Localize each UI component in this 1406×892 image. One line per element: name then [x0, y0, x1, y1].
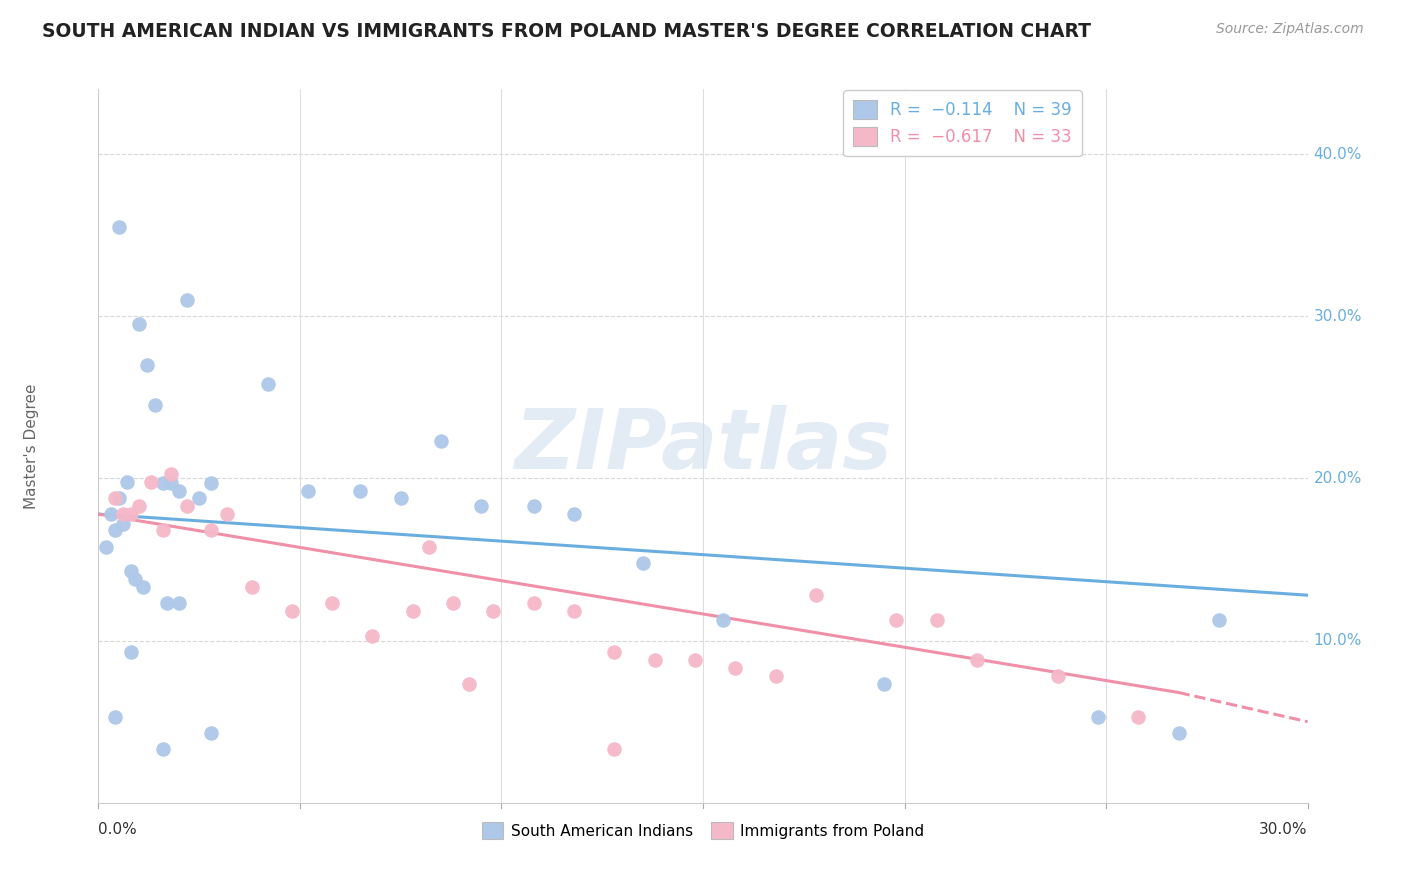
Point: [115, 475, 138, 489]
Point: [482, 604, 505, 618]
Point: [562, 604, 585, 618]
Text: 10.0%: 10.0%: [1313, 633, 1362, 648]
Text: 30.0%: 30.0%: [1260, 822, 1308, 838]
Point: [804, 588, 827, 602]
Text: 30.0%: 30.0%: [1313, 309, 1362, 324]
Point: [176, 293, 198, 307]
Point: [188, 491, 211, 505]
Point: [711, 613, 734, 627]
Point: [132, 580, 155, 594]
Point: [281, 604, 304, 618]
Point: [562, 507, 585, 521]
Point: [603, 645, 626, 659]
Point: [152, 476, 174, 491]
Point: [152, 524, 174, 538]
Point: [100, 507, 122, 521]
Point: [321, 596, 343, 610]
Point: [156, 596, 179, 610]
Point: [925, 613, 948, 627]
Point: [107, 491, 129, 505]
Point: [458, 677, 481, 691]
Point: [631, 556, 654, 570]
Text: 0.0%: 0.0%: [98, 822, 138, 838]
Point: [200, 524, 222, 538]
Point: [160, 467, 183, 481]
Point: [107, 220, 129, 235]
Point: [297, 484, 319, 499]
Point: [402, 604, 425, 618]
Point: [200, 726, 222, 740]
Point: [103, 710, 125, 724]
Point: [111, 516, 134, 531]
Point: [217, 507, 239, 521]
Text: SOUTH AMERICAN INDIAN VS IMMIGRANTS FROM POLAND MASTER'S DEGREE CORRELATION CHAR: SOUTH AMERICAN INDIAN VS IMMIGRANTS FROM…: [42, 22, 1091, 41]
Point: [124, 572, 146, 586]
Point: [765, 669, 787, 683]
Point: [724, 661, 747, 675]
Point: [441, 596, 464, 610]
Point: [418, 540, 440, 554]
Text: 20.0%: 20.0%: [1313, 471, 1362, 486]
Point: [135, 358, 157, 372]
Point: [873, 677, 896, 691]
Point: [167, 484, 190, 499]
Point: [143, 399, 166, 413]
Point: [200, 476, 222, 491]
Point: [966, 653, 988, 667]
Point: [139, 475, 162, 489]
Point: [128, 499, 150, 513]
Point: [256, 377, 278, 392]
Point: [683, 653, 706, 667]
Text: 40.0%: 40.0%: [1313, 146, 1362, 161]
Point: [1167, 726, 1189, 740]
Point: [523, 596, 546, 610]
Point: [152, 742, 174, 756]
Point: [470, 499, 492, 513]
Point: [886, 613, 908, 627]
Point: [167, 596, 190, 610]
Point: [1128, 710, 1150, 724]
Point: [176, 499, 198, 513]
Text: ZIPatlas: ZIPatlas: [515, 406, 891, 486]
Point: [1046, 669, 1069, 683]
Point: [120, 507, 142, 521]
Legend: South American Indians, Immigrants from Poland: South American Indians, Immigrants from …: [475, 816, 931, 845]
Point: [96, 540, 118, 554]
Point: [361, 629, 384, 643]
Point: [120, 645, 142, 659]
Point: [1208, 613, 1230, 627]
Point: [349, 484, 371, 499]
Point: [389, 491, 412, 505]
Point: [603, 742, 626, 756]
Point: [120, 564, 142, 578]
Point: [103, 491, 125, 505]
Text: Source: ZipAtlas.com: Source: ZipAtlas.com: [1216, 22, 1364, 37]
Point: [1087, 710, 1109, 724]
Point: [111, 507, 134, 521]
Point: [103, 524, 125, 538]
Point: [430, 434, 453, 449]
Point: [644, 653, 666, 667]
Point: [160, 476, 183, 491]
Text: Master's Degree: Master's Degree: [24, 384, 39, 508]
Point: [128, 318, 150, 332]
Point: [523, 499, 546, 513]
Point: [240, 580, 263, 594]
